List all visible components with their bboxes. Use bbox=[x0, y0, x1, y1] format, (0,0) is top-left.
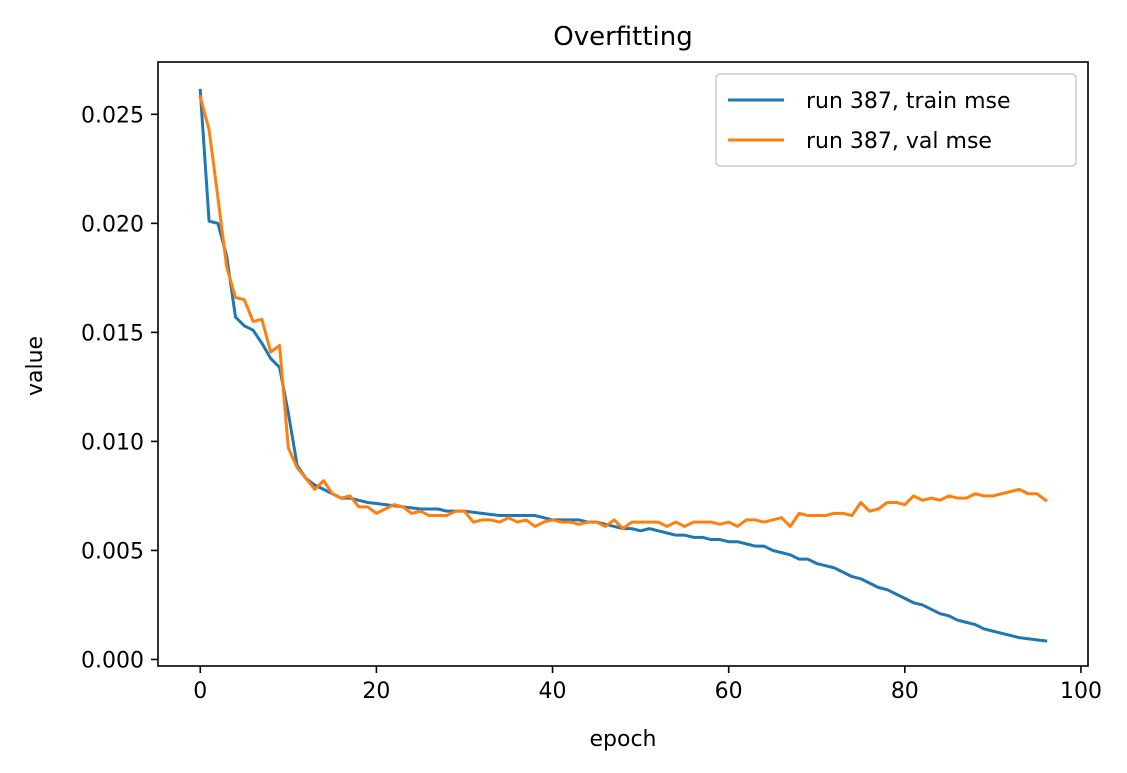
chart-title: Overfitting bbox=[553, 22, 693, 52]
x-tick-label: 0 bbox=[193, 679, 207, 704]
series-line-0 bbox=[198, 88, 1048, 643]
y-tick-label: 0.020 bbox=[81, 212, 144, 237]
x-tick-label: 40 bbox=[539, 679, 567, 704]
x-tick-label: 20 bbox=[362, 679, 390, 704]
x-tick-label: 60 bbox=[715, 679, 743, 704]
y-tick-label: 0.010 bbox=[81, 430, 144, 455]
y-axis-label: value bbox=[23, 336, 48, 396]
plot-frame bbox=[157, 61, 1089, 667]
legend-label: run 387, train mse bbox=[806, 89, 1011, 114]
x-tick-label: 100 bbox=[1060, 679, 1102, 704]
y-tick-label: 0.005 bbox=[81, 539, 144, 564]
y-tick-label: 0.000 bbox=[81, 648, 144, 673]
x-axis-label: epoch bbox=[590, 727, 657, 752]
legend: run 387, train mse run 387, val mse bbox=[715, 73, 1077, 167]
x-axis-ticks: 0 20 40 60 80 100 bbox=[193, 666, 1102, 704]
y-tick-label: 0.015 bbox=[81, 321, 144, 346]
legend-label: run 387, val mse bbox=[806, 129, 992, 154]
y-axis-ticks: 0.000 0.005 0.010 0.015 0.020 0.025 bbox=[81, 103, 158, 673]
series-line-1 bbox=[198, 95, 1048, 531]
plot-lines bbox=[198, 88, 1048, 643]
legend-box bbox=[715, 73, 1077, 167]
y-tick-label: 0.025 bbox=[81, 103, 144, 128]
x-tick-label: 80 bbox=[891, 679, 919, 704]
